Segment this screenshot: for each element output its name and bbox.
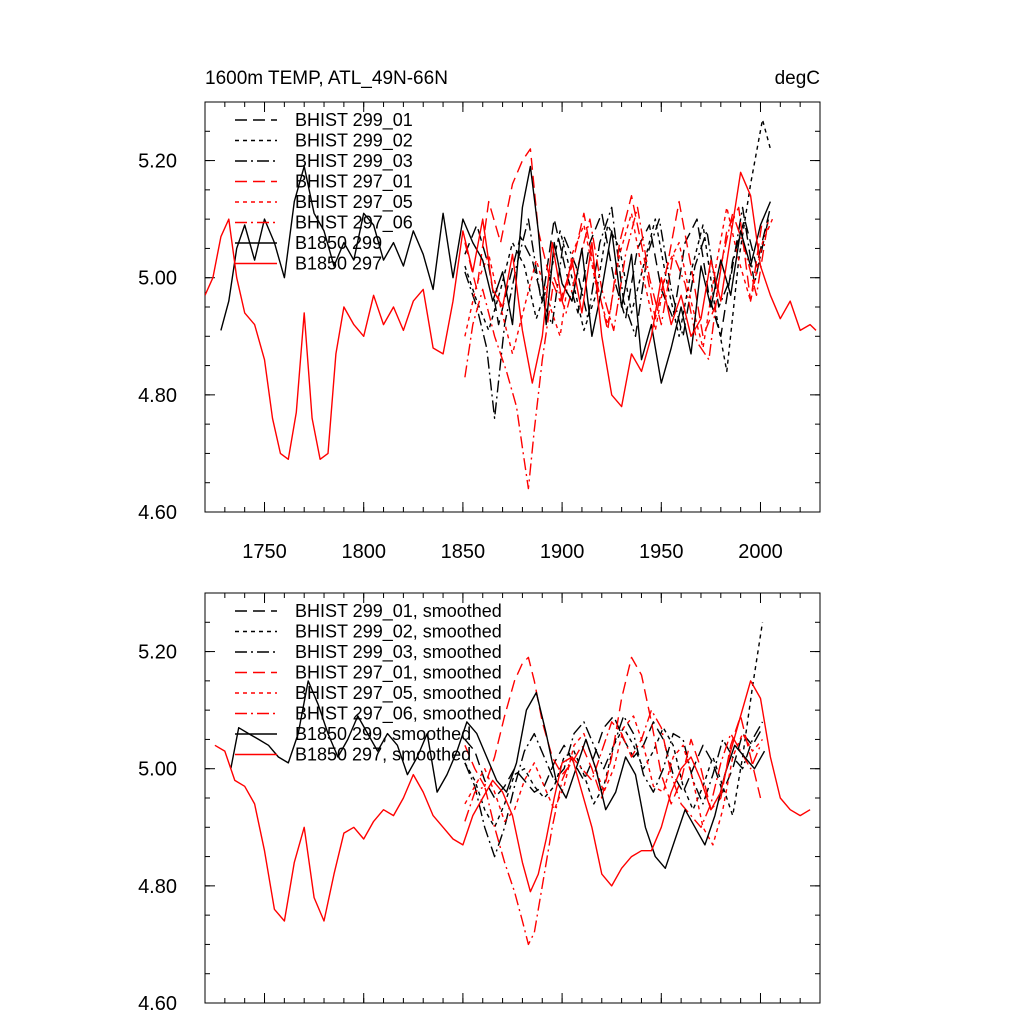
bottom-y-tick-label: 4.80 [138,876,177,898]
bottom-legend-label: BHIST 299_03, smoothed [295,642,502,663]
top-series-group [205,118,817,490]
top-legend-label: B1850 299 [295,233,382,253]
top-panel: 1600m TEMP, ATL_49N-66N degC 4.60 4.80 5.0… [138,68,821,563]
bottom-y-tick-label: 4.60 [138,993,177,1015]
top-legend-label: BHIST 297_05 [295,192,413,213]
top-x-tick-label: 1900 [540,541,585,563]
top-series-line-7 [220,165,772,384]
top-y-tick-label: 4.60 [138,502,177,524]
bottom-legend-label: B1850 297, smoothed [295,745,471,765]
bottom-y-tick-label: 5.20 [138,642,177,664]
bottom-series-line-5 [464,715,764,846]
top-y-tick-label: 4.80 [138,385,177,407]
top-y-tick-label: 5.00 [138,268,177,290]
top-series-line-1 [464,207,772,337]
bottom-legend-label: BHIST 297_06, smoothed [295,704,502,725]
top-series-line-8 [205,171,817,460]
bottom-series-line-7 [230,680,766,869]
bottom-legend-label: B1850 299, smoothed [295,724,471,744]
bottom-y-tick-label: 5.00 [138,759,177,781]
bottom-series-line-3 [464,715,764,858]
top-panel-title: 1600m TEMP, ATL_49N-66N [205,68,448,89]
bottom-series-line-8 [214,680,811,922]
top-legend-label: B1850 297 [295,254,382,274]
bottom-series-group [214,622,811,946]
bottom-legend-label: BHIST 297_05, smoothed [295,683,502,704]
top-x-tick-label: 2000 [738,541,783,563]
bottom-legend-label: BHIST 299_02, smoothed [295,622,502,643]
top-x-tick-label: 1800 [341,541,386,563]
bottom-legend-label: BHIST 297_01, smoothed [295,663,502,684]
top-legend-label: BHIST 299_03 [295,151,413,172]
bottom-legend-label: BHIST 299_01, smoothed [295,601,502,622]
top-panel-units: degC [775,68,820,89]
top-x-tick-label: 1850 [441,541,486,563]
top-legend-label: BHIST 299_01 [295,110,413,131]
top-y-tick-label: 5.20 [138,151,177,173]
top-legend-label: BHIST 299_02 [295,131,413,152]
top-x-tick-label: 1950 [639,541,684,563]
top-x-tick-label: 1750 [242,541,287,563]
top-legend-label: BHIST 297_01 [295,172,413,193]
top-legend-label: BHIST 297_06 [295,213,413,234]
bottom-series-line-6 [464,709,762,946]
bottom-series-line-4 [464,656,762,811]
top-series-line-2 [464,118,772,373]
